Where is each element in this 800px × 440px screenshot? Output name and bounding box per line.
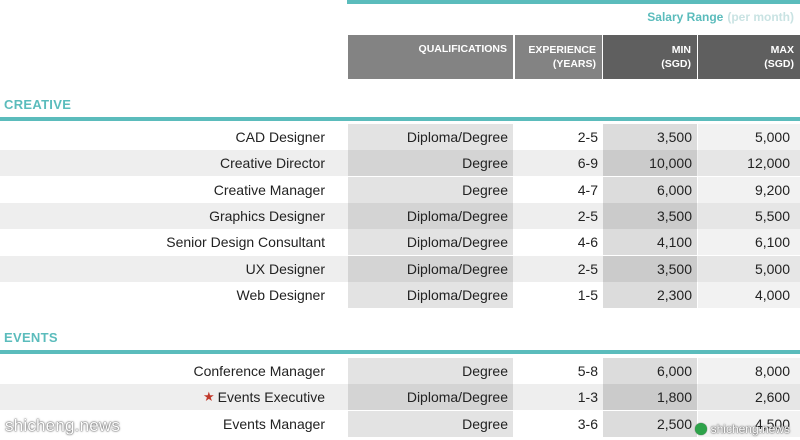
max-salary-cell: 4,000	[698, 281, 800, 308]
min-salary-cell: 6,000	[603, 176, 697, 203]
qualifications-cell: Diploma/Degree	[348, 255, 513, 282]
star-icon: ★	[202, 389, 215, 405]
table-row: ★ Events Executive Diploma/Degree 1-3 1,800 2…	[0, 384, 800, 411]
top-accent-rule	[347, 0, 800, 4]
qualifications-cell: Degree	[348, 150, 513, 177]
qualifications-cell: Degree	[348, 176, 513, 203]
job-title: Events Executive	[217, 389, 325, 406]
min-salary-cell: 2,300	[603, 281, 697, 308]
job-title-cell: Creative Director	[0, 150, 325, 176]
max-salary-cell: 9,200	[698, 176, 800, 203]
qualifications-cell: Diploma/Degree	[348, 124, 513, 150]
min-salary-cell: 10,000	[603, 150, 697, 177]
min-salary-cell: 1,800	[603, 384, 697, 411]
job-title-cell: Graphics Designer	[0, 203, 325, 229]
experience-cell: 2-5	[577, 260, 598, 277]
column-header-qualifications: QUALIFICATIONS	[348, 35, 513, 79]
section-rule	[0, 117, 800, 121]
min-salary-cell: 2,500	[603, 410, 697, 437]
experience-cell: 2-5	[577, 129, 598, 145]
job-title: CAD Designer	[235, 129, 325, 145]
job-title-cell: Conference Manager	[0, 358, 325, 384]
column-header-max: MAX (SGD)	[698, 35, 800, 79]
column-header-min: MIN (SGD)	[603, 35, 697, 79]
job-title-cell: ★ Events Executive	[0, 384, 325, 410]
job-title-cell: Creative Manager	[0, 177, 325, 203]
min-salary-cell: 3,500	[603, 202, 697, 229]
section-title-events: EVENTS	[4, 330, 58, 345]
max-salary-cell: 4,500	[698, 410, 800, 437]
job-title: UX Designer	[245, 260, 325, 277]
section-title-creative: CREATIVE	[4, 97, 72, 112]
qualifications-cell: Degree	[348, 358, 513, 384]
min-salary-cell: 3,500	[603, 124, 697, 150]
max-salary-cell: 2,600	[698, 384, 800, 411]
salary-range-heading: Salary Range (per month)	[647, 10, 794, 24]
max-salary-cell: 12,000	[698, 150, 800, 177]
max-salary-cell: 5,500	[698, 202, 800, 229]
experience-cell: 2-5	[577, 207, 598, 224]
max-salary-cell: 8,000	[698, 358, 800, 384]
job-title: Events Manager	[223, 415, 325, 432]
qualifications-cell: Diploma/Degree	[348, 281, 513, 308]
job-title-cell: Events Manager	[0, 411, 325, 437]
experience-cell: 3-6	[577, 415, 598, 432]
max-salary-cell: 5,000	[698, 255, 800, 282]
watermark-logo-icon	[694, 423, 707, 435]
experience-cell: 5-8	[577, 363, 598, 379]
qualifications-cell: Diploma/Degree	[348, 384, 513, 411]
qualifications-cell: Diploma/Degree	[348, 229, 513, 256]
qualifications-cell: Diploma/Degree	[348, 202, 513, 229]
job-title-cell: UX Designer	[0, 256, 325, 282]
experience-cell: 4-7	[577, 181, 598, 198]
job-title-cell: Senior Design Consultant	[0, 229, 325, 255]
table-row: Conference Manager Degree 5-8 6,000 8,000	[0, 358, 800, 384]
salary-range-note: (per month)	[727, 10, 794, 24]
table-row: CAD Designer Diploma/Degree 2-5 3,500 5,000	[0, 124, 800, 150]
experience-cell: 1-5	[577, 286, 598, 303]
min-salary-cell: 3,500	[603, 255, 697, 282]
table-row: Events Manager Degree 3-6 2,500 4,500	[0, 410, 800, 437]
table-row: UX Designer Diploma/Degree 2-5 3,500 5,000	[0, 255, 800, 282]
column-header-experience: EXPERIENCE (YEARS)	[515, 35, 602, 79]
watermark-left: shicheng.news	[5, 416, 121, 435]
watermark-right: shicheng.news	[694, 422, 790, 436]
job-title: Conference Manager	[193, 363, 325, 379]
job-title: Creative Director	[219, 155, 325, 172]
min-salary-cell: 4,100	[603, 229, 697, 256]
table-row: Creative Manager Degree 4-7 6,000 9,200	[0, 176, 800, 203]
job-title-cell: CAD Designer	[0, 124, 325, 150]
salary-range-label: Salary Range	[647, 10, 724, 24]
min-salary-cell: 6,000	[603, 358, 697, 384]
max-salary-cell: 6,100	[698, 229, 800, 256]
section-rule	[0, 350, 800, 354]
qualifications-cell: Degree	[348, 410, 513, 437]
watermark-right-text: shicheng.news	[710, 422, 790, 436]
experience-cell: 1-3	[577, 389, 598, 406]
table-row: Senior Design Consultant Diploma/Degree 4-…	[0, 229, 800, 256]
experience-cell: 4-6	[577, 234, 598, 251]
max-salary-cell: 5,000	[698, 124, 800, 150]
job-title: Web Designer	[236, 286, 325, 303]
job-title-cell: Web Designer	[0, 282, 325, 308]
job-title: Senior Design Consultant	[166, 234, 325, 251]
job-title: Creative Manager	[213, 181, 325, 198]
table-row: Graphics Designer Diploma/Degree 2-5 3,500 5…	[0, 202, 800, 229]
table-row: Creative Director Degree 6-9 10,000 12,000	[0, 150, 800, 177]
experience-cell: 6-9	[577, 155, 598, 172]
table-row: Web Designer Diploma/Degree 1-5 2,300 4,000	[0, 281, 800, 308]
job-title: Graphics Designer	[209, 207, 325, 224]
